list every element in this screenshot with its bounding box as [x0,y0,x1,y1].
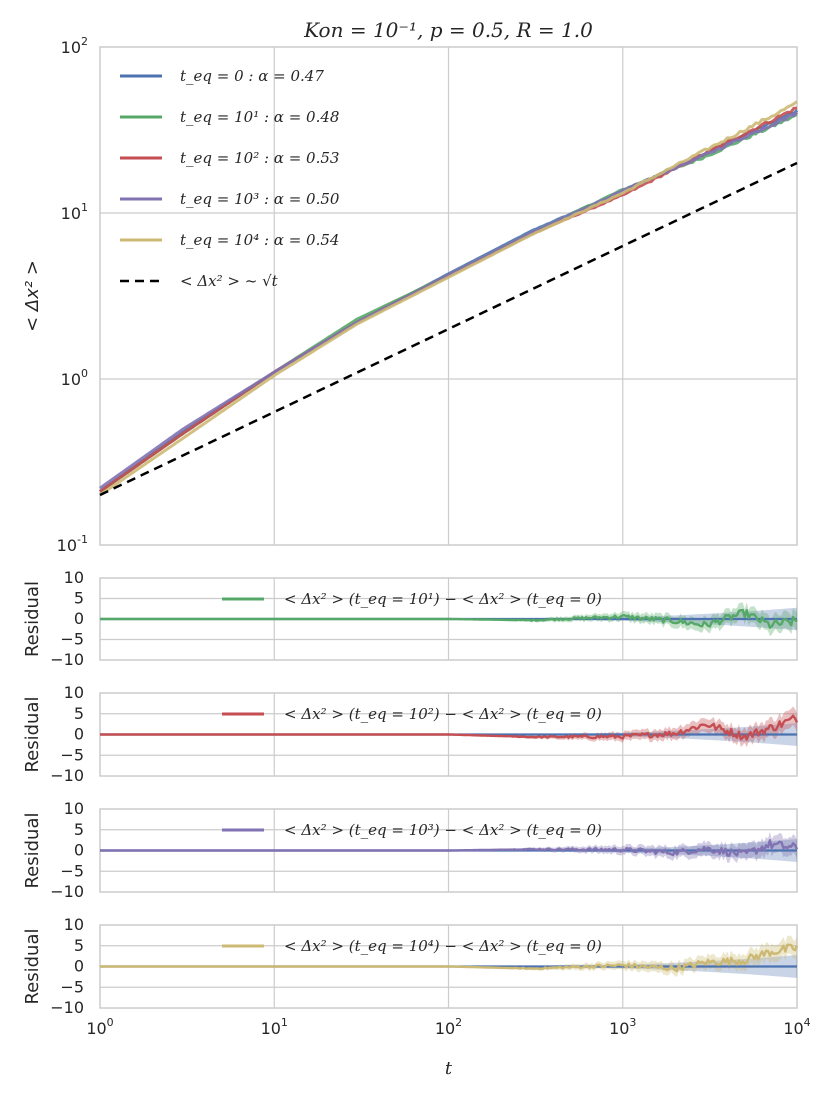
y-tick-label: 10-1 [57,533,88,555]
y-tick-label: 0 [74,609,84,628]
x-axis-label: t [445,1058,453,1079]
y-tick-label: −5 [60,977,84,996]
series-line-3 [99,111,799,490]
y-axis-label: < Δx² > [22,260,43,332]
residual-panel-1: 10 50 −5−10 Residual < Δx² > (t_eq = 10¹) − … [22,568,798,669]
series-line-5 [99,161,798,497]
y-tick-label: −5 [60,745,84,764]
y-tick-label: 102 [61,35,88,57]
y-tick-label: 0 [74,725,84,744]
y-tick-label: 0 [74,957,84,976]
x-tick-label: 101 [261,1016,288,1038]
legend-label: < Δx² > (t_eq = 10⁴) − < Δx² > (t_eq = 0… [284,937,602,955]
legend-label: t_eq = 10³ : α = 0.50 [180,190,340,208]
y-tick-label: 10 [64,915,84,934]
legend-label: t_eq = 10¹ : α = 0.48 [180,108,339,126]
y-tick-label: −10 [50,650,84,669]
residual-panel-4: 10 5 0−5 −10 Residual < Δx² > (t_eq = 10⁴) − … [22,915,811,1079]
y-tick-label: 10 [64,683,84,702]
y-tick-label: −5 [60,861,84,880]
y-axis-label: Residual [22,696,43,772]
legend-label: t_eq = 10⁴ : α = 0.54 [180,231,339,249]
legend-label: < Δx² > ~ √t [180,272,279,290]
y-tick-label: 10 [64,799,84,818]
legend-label: < Δx² > (t_eq = 10²) − < Δx² > (t_eq = 0… [284,705,602,723]
y-tick-label: 5 [74,589,84,608]
residual-line [100,714,799,741]
y-tick-label: −10 [50,882,84,901]
chart-title: Kon = 10⁻¹, p = 0.5, R = 1.0 [303,18,593,42]
y-tick-label: 101 [61,201,88,223]
residual-line [100,839,799,857]
y-tick-label: 5 [74,936,84,955]
y-axis-label: Residual [22,812,43,888]
residual-band [100,831,797,863]
y-axis-label: Residual [22,928,43,1004]
y-tick-label: 10 [64,568,84,587]
residual-panel-2: 10 5 0−5 −10 Residual < Δx² > (t_eq = 10²) − … [22,683,799,785]
residual-line [100,608,798,629]
y-tick-label: −10 [50,998,84,1017]
x-tick-label: 103 [609,1016,636,1038]
y-tick-label: 5 [74,820,84,839]
plot-frame [99,46,798,546]
legend-label: < Δx² > (t_eq = 10³) − < Δx² > (t_eq = 0… [284,821,602,839]
x-tick-label: 100 [86,1016,113,1038]
series-line-4 [99,100,798,497]
y-tick-label: −10 [50,766,84,785]
main-chart: 10-1 100 101 102 Kon = 10⁻¹, p = 0.5, R = 1.… [22,18,799,555]
y-tick-label: 5 [74,704,84,723]
residual-line [100,943,799,973]
x-tick-label: 104 [783,1016,810,1038]
residual-panel-3: 10 5 0−5 −10 Residual < Δx² > (t_eq = 10³) − … [22,799,799,901]
y-tick-label: 0 [74,841,84,860]
y-tick-label: −5 [60,630,84,649]
y-tick-label: 100 [61,367,88,389]
legend-label: < Δx² > (t_eq = 10¹) − < Δx² > (t_eq = 0… [284,590,602,608]
x-tick-label: 102 [435,1016,462,1038]
legend-label: t_eq = 0 : α = 0.47 [180,67,324,85]
y-axis-label: Residual [22,581,43,657]
legend-label: t_eq = 10² : α = 0.53 [180,149,339,167]
